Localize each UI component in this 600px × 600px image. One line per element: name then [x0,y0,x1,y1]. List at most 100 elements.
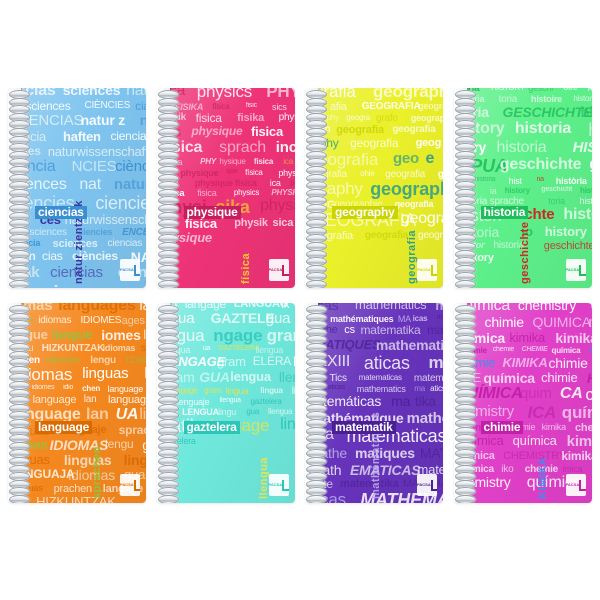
cover-fold-shadow [466,88,472,288]
cover-word: geo [437,169,443,180]
cover-word: chemie [524,464,559,475]
cover-word: linguas [123,452,146,468]
cover-word: geografia [418,230,443,241]
brand-mark-text: PACSA [565,482,580,487]
cover-word: cs [344,324,355,336]
notebook-cover: storiaHISTORYgeschioirehistoriahistòriat… [466,88,592,288]
cover-word: history [563,206,592,223]
cover-word: imica [562,464,583,474]
notebook-physics[interactable]: sicaphysicsPHYSIQUsikFISIKAfisicafisicsi… [156,88,295,288]
brand-badge: PACSA [565,259,586,281]
cover-word: quim [519,385,552,402]
cover-word: linguas [143,327,146,342]
cover-word: ca [559,385,583,402]
cover-word: geography [318,113,340,122]
cover-word: ua [202,345,211,352]
notebook-cover: iomas languageslangu chen idiomas IDIOMESage… [21,303,146,503]
cover-word: ciencias [107,238,143,249]
notebook-history[interactable]: storiaHISTORYgeschioirehistoriahistòriat… [453,88,592,288]
cover-word: fisica [195,111,222,125]
notebook-sciences[interactable]: encias sciences naturw as sciences CIÈNCIES c… [8,88,146,288]
notebook-chemistry[interactable]: químicachemistrychemikachimieQUIMICAmieq… [453,303,592,503]
cover-word: nat [79,176,101,193]
cover-word: mathematics [356,384,406,394]
cover-word: mie [588,315,591,330]
cover-word: fisica [197,188,217,198]
notebook-languages[interactable]: iomas languageslangu chen idiomas IDIOMESage… [8,303,146,503]
cover-word: idiomes [46,355,80,366]
cover-word: idiomas [102,343,136,353]
cover-word: lingua [293,355,294,368]
cover-word: mathématiques [330,314,394,324]
accent-word: geography [332,206,398,220]
cover-word: historia [474,176,496,183]
cover-word: matiques [354,445,415,461]
cover-word: naturw [126,88,146,99]
cover-word: linguas [21,483,44,493]
cover-word: ciencies [95,193,146,213]
cover-word: ria [536,176,544,183]
cover-word: PHYSIQU [266,88,294,101]
brand-mark-text: PACSA [120,267,134,272]
cover-word: physics [196,88,253,101]
cover-word: history [504,186,530,195]
cover-word: TZAK [124,355,146,365]
cover-word: histo [588,121,591,139]
cover-word: matematicas [358,373,402,382]
cover-word: incs [275,139,295,156]
cover-word: lengu [90,355,116,366]
notebook-geography[interactable]: ografiageographygeoafiaGEOGRAFIAgeografg… [305,88,443,288]
cover-word: chemistry [466,403,515,420]
cover-word: hysique [219,157,246,166]
cover-word: geograf [418,101,443,111]
cover-word: cias [135,99,146,113]
cover-word: lengua [230,369,271,384]
cover-word: matemáticas [318,393,382,409]
cover-word: toria [498,94,518,105]
cover-word: grafo [376,113,398,124]
cover-word: prachen [53,483,93,495]
cover-word: fisika [237,112,265,124]
notebook-basque-language[interactable]: ngualangageLANGUAGiklinguaGAZTELEguaLENG… [156,303,295,503]
cover-word: aticas [363,353,410,373]
cover-word: gram [204,386,222,395]
cover-word: historia sprache [467,196,525,207]
cover-word: LENGUA [182,407,219,417]
cover-word: lingua [280,416,295,433]
cover-word: geographie [334,199,383,210]
cover-background [21,88,146,288]
cover-fold-shadow [169,88,175,288]
cover-word: io [521,224,533,239]
cover-word: sics [272,102,287,112]
cover-word: ciencia [21,158,56,175]
accent-word: language [35,421,93,435]
cover-word: lan [86,406,109,423]
cover-word: gua [265,310,291,327]
cover-word: icas [412,314,428,323]
cover-word: chemistry [517,303,577,313]
cover-word: matematicas [417,462,443,477]
cover-word: llengua [255,345,284,355]
cover-word: geografia [392,124,436,135]
brand-badge: PACSA [120,474,140,496]
notebook-mathematics[interactable]: aticasmathematicsmaticasmathématiquesMAi… [305,303,443,503]
cover-word: que [225,168,238,175]
cover-background [21,303,146,503]
word-cloud: químicachemistrychemikachimieQUIMICAmieq… [467,303,592,503]
cover-word: geographie [370,179,443,199]
cover-word: ik [281,303,290,311]
cover-word: langage [170,386,198,395]
cover-word: chemie [575,422,592,434]
cover-word: atics [430,384,443,393]
vertical-accent-word: sprachen [91,446,103,499]
brand-mark-glyph [282,480,289,491]
cover-word: naturwissenschaften [47,144,146,159]
cover-word: sciences [29,227,68,238]
cover-word: ticas [318,490,346,503]
cover-word: idiomas [49,437,109,453]
accent-word: historia [480,206,529,220]
cover-word: física [184,216,217,231]
cover-word: FISIKA [174,102,204,112]
cover-word: history [544,224,587,239]
brand-badge: PACSA [268,474,289,496]
